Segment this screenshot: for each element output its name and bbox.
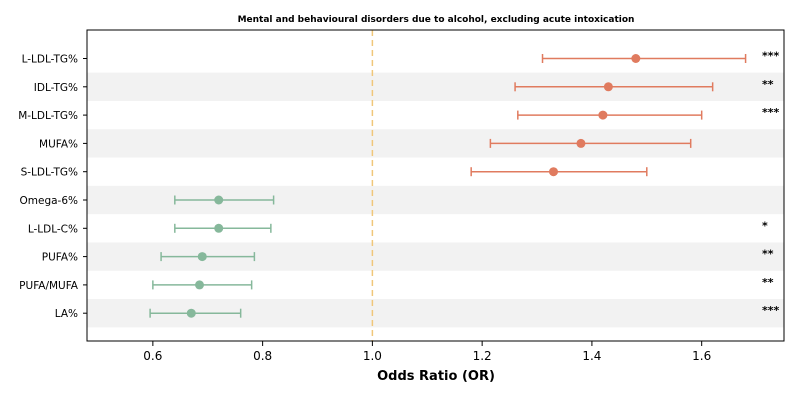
- row-label: L-LDL-TG%: [22, 54, 78, 66]
- significance-label: **: [762, 248, 774, 261]
- odds-ratio-point: [214, 223, 224, 233]
- forest-rows: L-LDL-TG% ***IDL-TG% **M-LDL-TG% ***MUFA%S-…: [18, 50, 779, 321]
- x-tick-label: 0.8: [253, 349, 272, 363]
- significance-label: ***: [762, 304, 780, 317]
- row-label: PUFA%: [42, 252, 78, 264]
- odds-ratio-point: [195, 280, 205, 290]
- x-tick-label: 0.6: [143, 349, 162, 363]
- significance-label: **: [762, 276, 774, 289]
- forest-row: IDL-TG% **: [34, 78, 774, 94]
- chart-title: Mental and behavioural disorders due to …: [238, 15, 635, 25]
- plot-frame: [86, 29, 785, 342]
- odds-ratio-point: [603, 82, 613, 92]
- row-label: S-LDL-TG%: [21, 167, 78, 179]
- forest-row: M-LDL-TG% ***: [18, 106, 779, 122]
- significance-label: ***: [762, 50, 780, 63]
- forest-row: L-LDL-C% *: [28, 219, 768, 235]
- row-label: PUFA/MUFA: [19, 280, 79, 292]
- odds-ratio-point: [197, 252, 207, 262]
- forest-row: Omega-6%: [20, 195, 275, 207]
- x-tick-label: 1.4: [582, 349, 601, 363]
- significance-label: ***: [762, 106, 780, 119]
- row-label: LA%: [55, 308, 78, 320]
- odds-ratio-point: [576, 138, 586, 148]
- row-label: IDL-TG%: [34, 82, 78, 94]
- x-tick-label: 1.0: [363, 349, 382, 363]
- odds-ratio-point: [598, 110, 608, 120]
- x-axis-label: Odds Ratio (OR): [377, 369, 495, 384]
- forest-row: S-LDL-TG%: [21, 167, 648, 179]
- forest-row: L-LDL-TG% ***: [22, 50, 780, 66]
- odds-ratio-point: [186, 308, 196, 318]
- forest-row: PUFA% **: [42, 248, 774, 264]
- odds-ratio-point: [548, 167, 558, 177]
- x-tick-label: 1.6: [692, 349, 711, 363]
- significance-label: **: [762, 78, 774, 91]
- row-label: L-LDL-C%: [28, 223, 78, 235]
- forest-row: LA% ***: [55, 304, 780, 320]
- x-tick-label: 1.2: [473, 349, 492, 363]
- odds-ratio-point: [214, 195, 224, 205]
- forest-row: MUFA%: [39, 138, 692, 150]
- row-label: Omega-6%: [20, 195, 79, 207]
- forest-row: PUFA/MUFA **: [19, 276, 774, 292]
- x-axis: 0.6 0.8 1.0 1.2 1.4 1.6: [143, 341, 711, 363]
- significance-label: *: [762, 219, 768, 232]
- row-label: MUFA%: [39, 138, 78, 150]
- row-label: M-LDL-TG%: [18, 110, 78, 122]
- odds-ratio-point: [631, 54, 641, 63]
